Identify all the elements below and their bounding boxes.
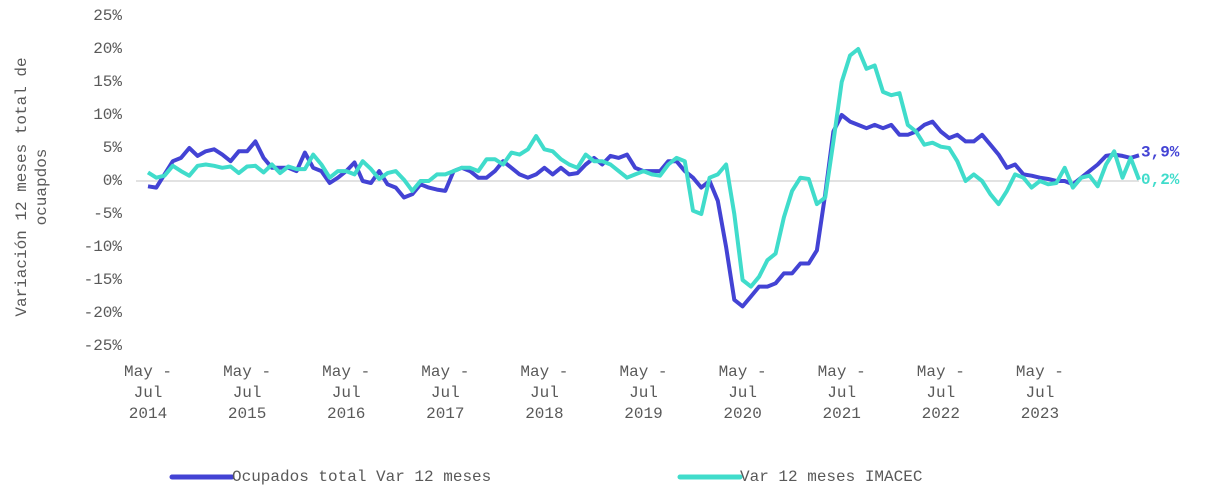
x-tick-label: May - Jul 2016	[322, 363, 371, 423]
series-line	[146, 47, 1141, 289]
legend-label: Var 12 meses IMACEC	[740, 468, 922, 486]
y-tick-label: -25%	[84, 337, 123, 355]
y-tick-label: 15%	[93, 73, 122, 91]
y-tick-label: 10%	[93, 106, 122, 124]
y-tick-label: -20%	[84, 304, 123, 322]
x-tick-label: May - Jul 2021	[817, 363, 866, 423]
x-tick-label: May - Jul 2020	[718, 363, 767, 423]
x-tick-label: May - Jul 2019	[619, 363, 668, 423]
y-tick-label: -10%	[84, 238, 123, 256]
y-tick-label: 5%	[103, 139, 123, 157]
x-tick-label: May - Jul 2015	[223, 363, 272, 423]
x-tick-label: May - Jul 2023	[1015, 363, 1064, 423]
x-tick-label: May - Jul 2022	[916, 363, 965, 423]
value-label: 0,2%	[1141, 171, 1180, 189]
legend-label: Ocupados total Var 12 meses	[232, 468, 491, 486]
series-line	[147, 113, 1140, 309]
y-tick-label: 0%	[103, 172, 123, 190]
y-tick-label: 25%	[93, 7, 122, 25]
y-tick-label: -5%	[93, 205, 122, 223]
y-axis-title: Variación 12 meses total de ocuapdos	[13, 57, 51, 317]
x-tick-label: May - Jul 2017	[421, 363, 470, 423]
value-label: 3,9%	[1141, 143, 1180, 161]
x-tick-label: May - Jul 2018	[520, 363, 569, 423]
y-tick-label: -15%	[84, 271, 123, 289]
x-tick-label: May - Jul 2014	[123, 363, 172, 423]
y-tick-label: 20%	[93, 40, 122, 58]
